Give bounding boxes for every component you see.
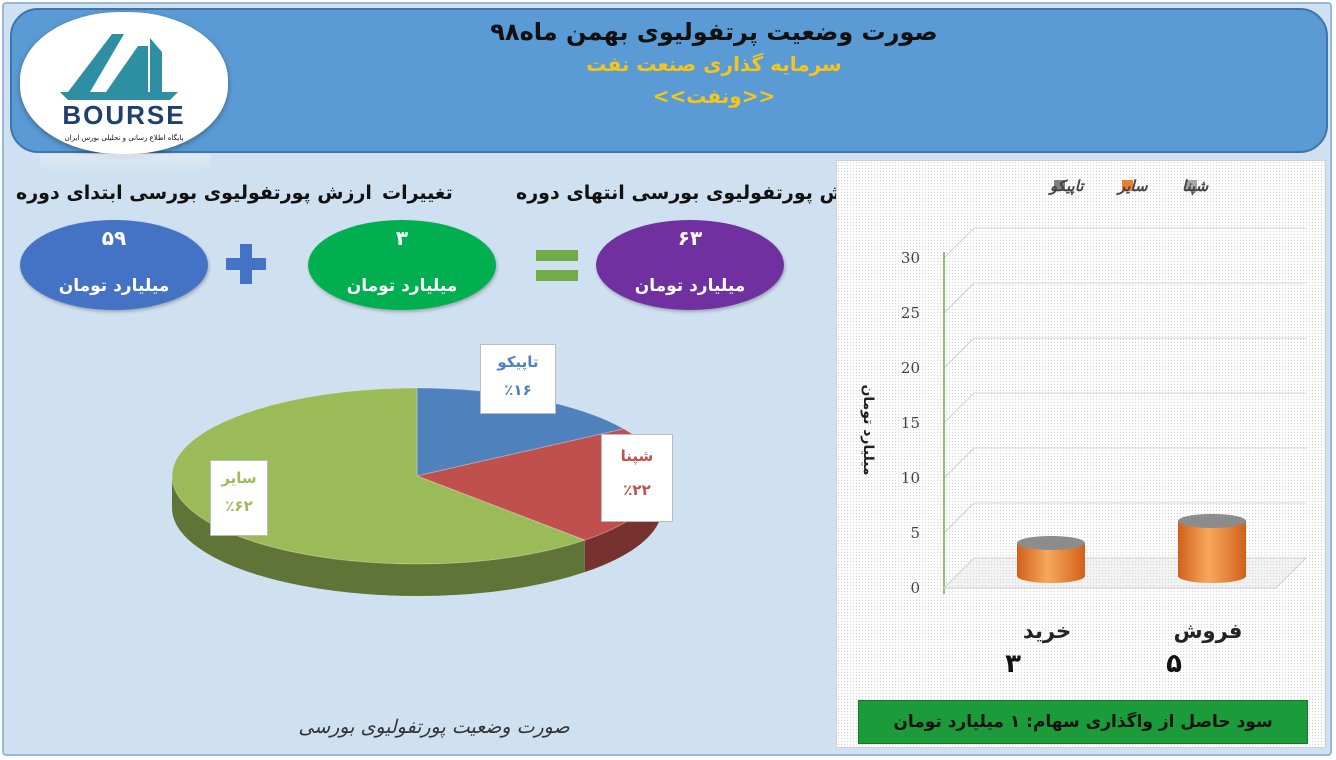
grid-diag-5 [943,502,975,534]
bourse-logo: BOURSE پایگاه اطلاع رسانی و تحلیلی بورس … [20,12,228,154]
chart-floor [942,557,1308,589]
change-value-unit: میلیارد تومان [346,276,458,296]
pie-label-tapico: تاپیکو ٪۱۶ [480,344,556,414]
pie-label-shepna-percent: ٪۲۲ [623,481,651,499]
y-axis-title: میلیارد تومان [860,384,876,475]
pie-side-2 [171,476,585,596]
start-value-oval: ۵۹ میلیارد تومان [20,220,208,310]
page-title: صورت وضعیت پرتفولیوی بهمن ماه۹۸ [490,18,938,46]
pie-label-tapico-percent: ٪۱۶ [504,381,532,399]
y-tick-30: 30 [901,249,920,267]
bar-cylinder-top-1 [1178,514,1246,528]
start-value: ۵۹ [101,226,127,250]
change-value-oval: ۳ میلیارد تومان [308,220,496,310]
x-category-value-1: ۵ [1166,649,1182,679]
equals-icon [536,250,578,281]
start-value-unit: میلیارد تومان [58,276,170,296]
pie-label-other-name: سایر [221,469,257,487]
logo-text: BOURSE [62,100,185,130]
grid-diag-15 [943,392,975,424]
start-value-label: ارزش پورتفولیوی بورسی ابتدای دوره [16,182,372,204]
logo-reflection [40,154,210,176]
x-category-1: فروش [1174,619,1243,643]
plus-operator [222,240,272,294]
x-category-value-0: ۳ [1005,649,1021,679]
bar-cylinder-top-0 [1017,536,1085,550]
y-tick-25: 25 [901,304,920,322]
y-tick-0: 0 [910,579,920,597]
pie-label-tapico-name: تاپیکو [497,353,539,371]
end-value: ۶۳ [677,226,703,250]
legend-swatch-2 [1054,180,1065,191]
bar-cylinder-1 [1178,521,1246,583]
bar-chart-panel [836,160,1326,748]
logo-graphic: BOURSE پایگاه اطلاع رسانی و تحلیلی بورس … [60,34,185,142]
portfolio-pie-chart [171,387,663,596]
legend-label-2: تاپیکو [1048,177,1085,195]
company-name: سرمایه گذاری صنعت نفت [586,52,842,76]
buy-sell-bar-chart: 0 5 10 15 20 25 30 میلیارد تومان شپنا سایر تاپیکو خ… [860,177,1308,679]
end-value-oval: ۶۳ میلیارد تومان [596,220,784,310]
logo-tagline: پایگاه اطلاع رسانی و تحلیلی بورس ایران [65,133,184,142]
end-value-unit: میلیارد تومان [634,276,746,296]
grid-diag-20 [943,337,975,369]
pie-label-shepna: شپنا ٪۲۲ [601,434,673,522]
change-value: ۳ [395,226,409,250]
y-tick-5: 5 [910,524,920,542]
equals-operator [532,248,582,292]
y-tick-20: 20 [901,359,920,377]
y-tick-15: 15 [901,414,920,432]
grid-diag-10 [943,447,975,479]
pie-label-shepna-name: شپنا [620,447,654,465]
bar-cylinder-0 [1017,543,1085,583]
grid-diag-25 [943,282,975,314]
pie-side-1 [584,476,662,573]
header-banner [10,8,1328,153]
legend-label-1: سایر [1116,177,1149,195]
grid-diag-30 [943,227,975,259]
profit-banner: سود حاصل از واگذاری سهام: ۱ میلیارد توما… [858,700,1308,744]
ticker-symbol: <<ونفت>> [652,84,776,108]
legend-label-0: شپنا [1182,177,1210,195]
legend-swatch-0 [1186,180,1197,191]
legend-swatch-1 [1122,180,1133,191]
pie-label-other-percent: ٪۶۲ [225,497,253,515]
end-value-label: ارزش پورتفولیوی بورسی انتهای دوره [516,182,875,204]
x-category-0: خرید [1023,619,1071,643]
pie-label-other: سایر ٪۶۲ [210,460,268,536]
plus-icon [226,244,266,284]
change-label: تغییرات [382,182,453,204]
pie-caption: صورت وضعیت پورتفولیوی بورسی [298,716,570,738]
pie-slice-2 [171,387,587,565]
y-tick-10: 10 [901,469,920,487]
